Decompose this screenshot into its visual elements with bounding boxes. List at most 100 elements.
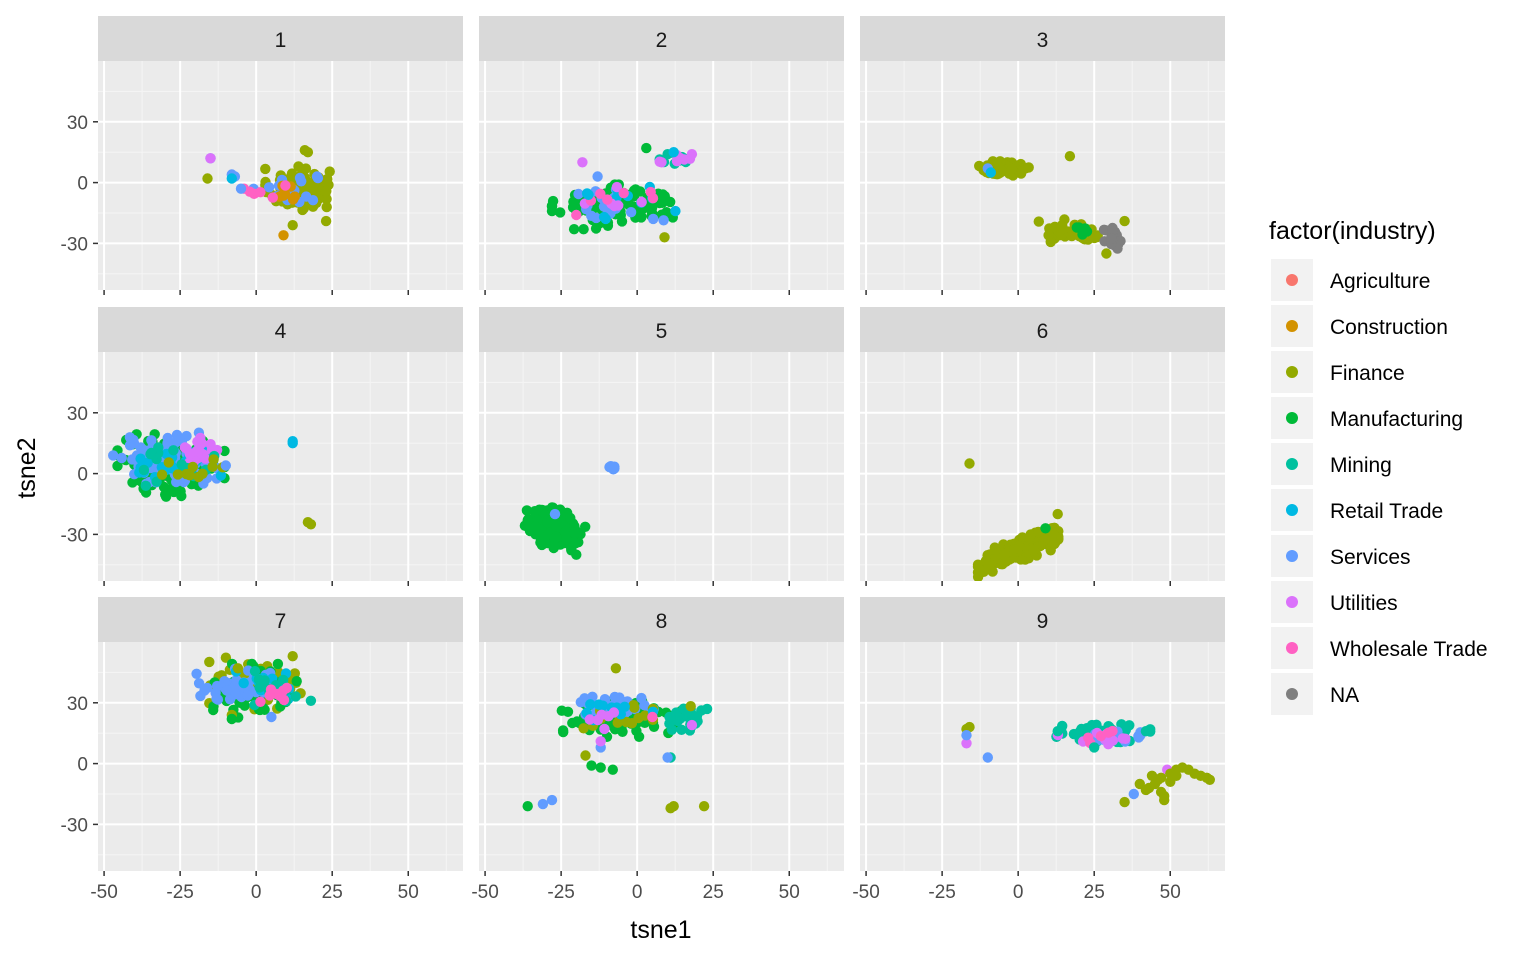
data-point	[1106, 233, 1117, 244]
data-point	[657, 189, 669, 200]
data-point	[1052, 508, 1063, 520]
data-point	[583, 189, 594, 200]
data-point	[178, 476, 190, 488]
data-point	[647, 711, 658, 723]
data-point	[685, 701, 696, 712]
legend-key-dot	[1286, 504, 1298, 516]
data-point	[321, 193, 332, 205]
data-point	[592, 171, 603, 182]
data-point	[156, 469, 168, 480]
data-point	[205, 153, 216, 164]
x-axis-title: tsne1	[630, 916, 691, 944]
data-point	[1140, 784, 1152, 796]
x-tick-label: -50	[852, 882, 879, 903]
data-point	[1049, 538, 1060, 550]
data-point	[1119, 796, 1130, 808]
data-point	[321, 185, 332, 197]
data-point	[662, 752, 673, 763]
data-point	[184, 470, 196, 481]
data-point	[561, 533, 572, 545]
x-tick-label: 50	[398, 882, 419, 903]
data-point	[670, 205, 681, 217]
data-point	[571, 549, 582, 560]
legend-label: Retail Trade	[1330, 500, 1443, 523]
data-point	[172, 469, 184, 480]
data-point	[302, 147, 314, 158]
data-point	[238, 677, 249, 689]
data-point	[599, 723, 610, 735]
legend-key-dot	[1286, 596, 1298, 608]
data-point	[1171, 770, 1182, 781]
data-point	[1064, 151, 1076, 162]
data-point	[1103, 739, 1114, 750]
panel-background	[860, 61, 1225, 290]
facet-strip-label: 2	[656, 29, 668, 52]
data-point	[1024, 532, 1036, 543]
data-point	[187, 461, 198, 473]
y-tick-label: 0	[77, 174, 88, 195]
data-point	[1049, 221, 1061, 232]
data-point	[522, 515, 533, 526]
facet-panel-5: 5	[479, 307, 844, 586]
data-point	[1033, 216, 1045, 227]
legend-key-dot	[1286, 320, 1298, 332]
legend-label: Wholesale Trade	[1330, 638, 1488, 661]
data-point	[1049, 530, 1060, 541]
data-point	[1052, 726, 1063, 737]
legend-key-dot	[1286, 412, 1298, 424]
data-point	[145, 449, 156, 460]
legend-label: Services	[1330, 546, 1411, 569]
facet-strip-label: 7	[275, 610, 287, 633]
data-point	[305, 695, 317, 706]
legend-label: Construction	[1330, 316, 1448, 339]
data-point	[613, 200, 624, 211]
data-point	[586, 210, 597, 221]
data-point	[691, 711, 703, 722]
legend-key-dot	[1286, 642, 1298, 654]
data-point	[191, 668, 202, 679]
data-point	[146, 435, 157, 446]
data-point	[291, 676, 302, 687]
data-point	[287, 220, 298, 231]
data-point	[961, 738, 972, 749]
data-point	[116, 452, 127, 464]
legend-entry: Finance	[1271, 351, 1405, 393]
data-point	[648, 213, 659, 225]
data-point	[1028, 544, 1039, 556]
legend-entry: Mining	[1271, 443, 1392, 485]
data-point	[686, 149, 698, 160]
y-tick-label: 0	[77, 465, 88, 486]
data-point	[1009, 544, 1020, 555]
data-point	[287, 438, 298, 449]
data-point	[138, 464, 150, 476]
data-point	[629, 702, 640, 713]
data-point	[1140, 726, 1152, 737]
data-point	[1155, 772, 1167, 783]
data-point	[645, 186, 656, 198]
data-point	[193, 471, 204, 483]
data-point	[220, 460, 231, 471]
data-point	[585, 699, 596, 710]
data-point	[522, 801, 533, 812]
data-point	[297, 204, 308, 216]
data-point	[586, 760, 597, 771]
legend-label: Mining	[1330, 454, 1392, 477]
data-point	[610, 663, 622, 674]
data-point	[595, 188, 606, 199]
facet-panel-3: 3	[860, 16, 1225, 295]
data-point	[658, 215, 669, 226]
data-point	[664, 711, 675, 723]
data-point	[1159, 794, 1170, 806]
x-tick-label: 50	[779, 882, 800, 903]
data-point	[580, 521, 591, 532]
points-layer	[108, 427, 317, 530]
legend-entry: NA	[1271, 673, 1359, 715]
data-point	[1068, 728, 1080, 740]
data-point	[202, 173, 213, 184]
legend-entry: Agriculture	[1271, 259, 1430, 301]
data-point	[618, 187, 629, 199]
x-tick-label: 25	[1084, 882, 1105, 903]
data-point	[160, 491, 172, 502]
data-point	[300, 163, 312, 174]
data-point	[278, 694, 290, 706]
